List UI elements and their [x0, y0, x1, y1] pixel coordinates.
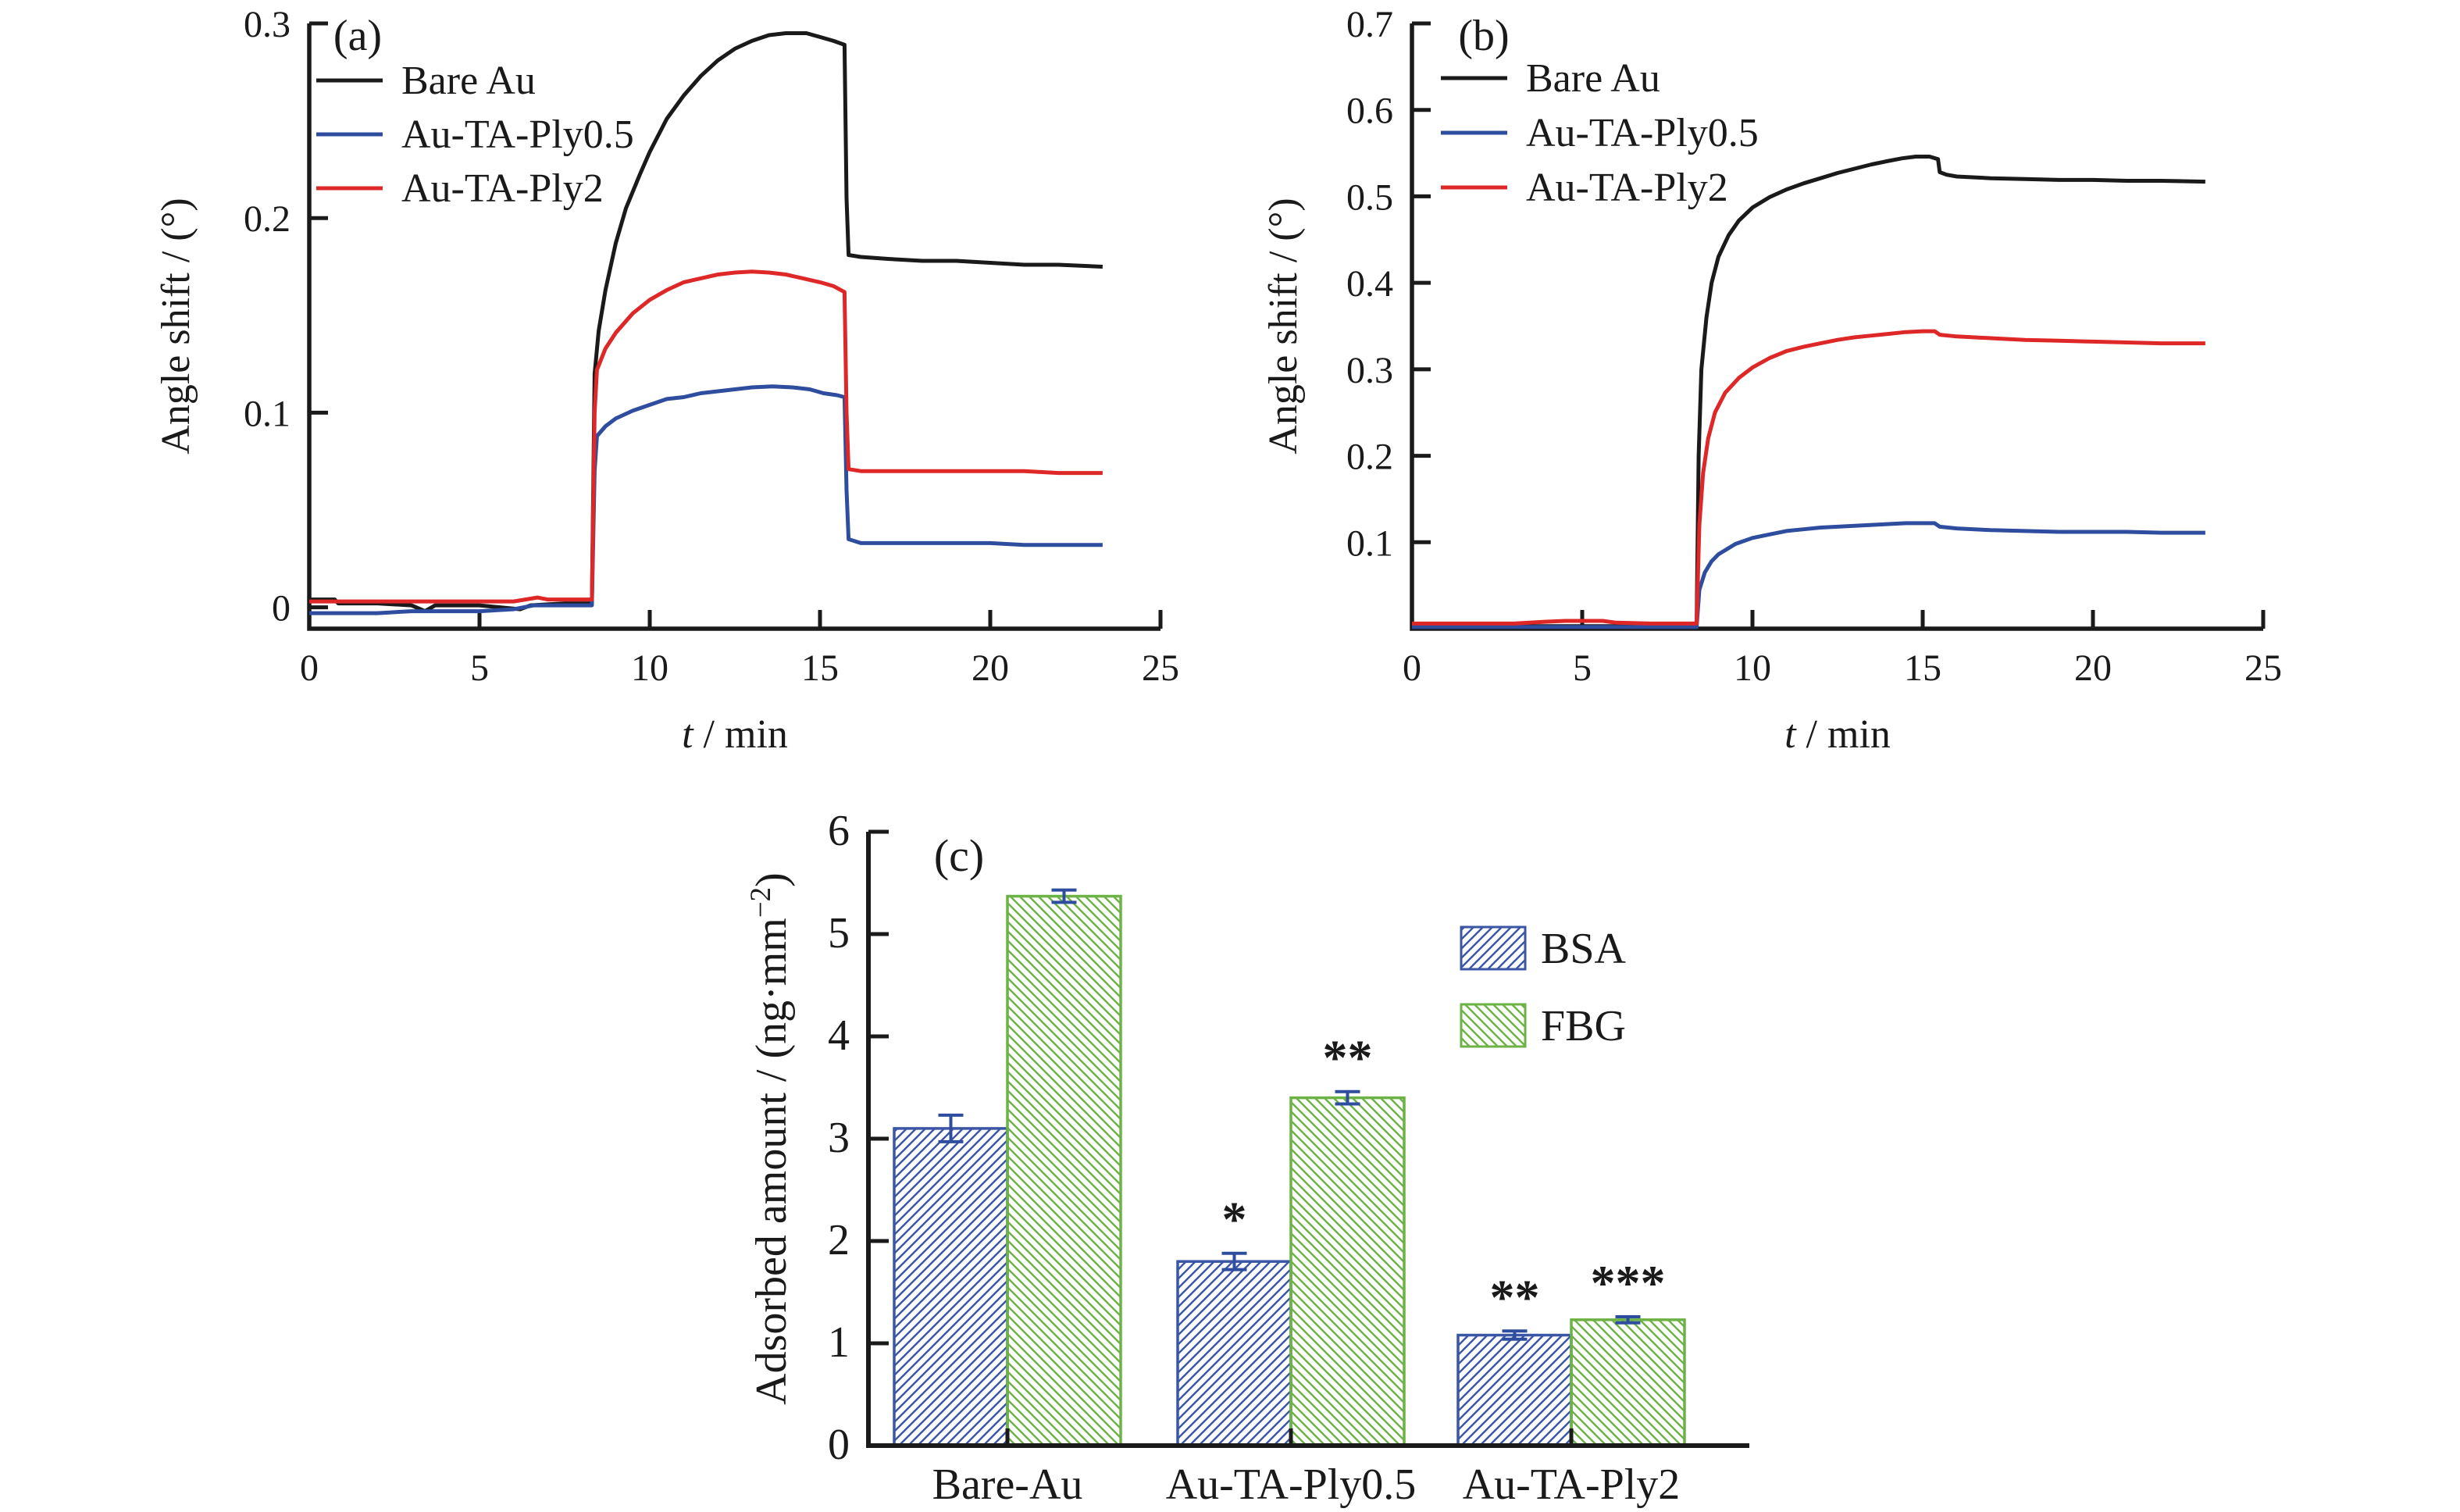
series-line-au-ta-ply2: [1412, 329, 2205, 626]
y-tick-label: 0: [828, 1421, 850, 1469]
legend-swatch-bsa: [1460, 925, 1527, 971]
y-tick-label: 0.1: [1346, 522, 1393, 564]
error-bar-bsa-au-ta-ply0-5: [1221, 1251, 1247, 1271]
y-tick-label: 0.1: [244, 393, 291, 434]
y-tick-label: 0.3: [1346, 350, 1393, 391]
category-label-bare-au: Bare-Au: [932, 1460, 1083, 1509]
series-line-au-ta-ply0-5: [309, 384, 1103, 615]
x-tick-label: 15: [801, 647, 839, 689]
error-bar-fbg-bare-au: [1051, 888, 1077, 904]
y-tick-label: 0.6: [1346, 91, 1393, 132]
legend-label-bare-au: Bare Au: [1526, 56, 1660, 101]
x-axis-label: t / min: [1784, 712, 1891, 757]
x-tick-label: 25: [2244, 647, 2282, 689]
panel-b-line-chart: 0.1 0.2 0.3 0.4 0.5 0.6 0.7 0 5 10 15 20 25 Angle shi…: [1261, 4, 2282, 757]
bar-bsa-bare-au: [893, 1127, 1009, 1447]
y-axis-label: Angle shift / (°): [1261, 198, 1306, 454]
y-tick-label: 5: [828, 909, 850, 957]
x-axis-label: t / min: [682, 712, 788, 757]
x-tick-label: 10: [1734, 647, 1771, 689]
legend-label-au-ta-ply0-5: Au-TA-Ply0.5: [1526, 111, 1759, 155]
y-tick-label: 6: [828, 807, 850, 855]
legend: Bare Au Au-TA-Ply0.5 Au-TA-Ply2: [316, 59, 634, 211]
error-bar-bsa-au-ta-ply2: [1502, 1329, 1528, 1341]
series-line-au-ta-ply2: [309, 269, 1103, 604]
x-tick-label: 25: [1142, 647, 1179, 689]
legend-label-au-ta-ply2: Au-TA-Ply2: [401, 166, 604, 211]
legend-label-fbg: FBG: [1541, 1002, 1626, 1050]
bar-bsa-au-ta-ply0-5: [1176, 1260, 1292, 1447]
legend: Bare Au Au-TA-Ply0.5 Au-TA-Ply2: [1441, 56, 1759, 210]
legend-label-au-ta-ply0-5: Au-TA-Ply0.5: [401, 112, 634, 157]
y-axis-label: Adsorbed amount / (ng·mm−2): [744, 872, 796, 1405]
series-line-bare-au: [309, 31, 1103, 614]
panel-title: (c): [934, 830, 984, 881]
significance-bsa-au-ta-ply2: **: [1490, 1269, 1540, 1325]
y-tick-label: 1: [828, 1318, 850, 1367]
y-tick-label: 3: [828, 1114, 850, 1162]
panel-title: (b): [1458, 12, 1509, 60]
legend: BSA FBG: [1460, 925, 1626, 1050]
x-tick-label: 10: [631, 647, 668, 689]
panel-a-line-chart: 0 0.1 0.2 0.3 0 5 10 15 20 25 Angle shift / (°) t /…: [154, 4, 1179, 757]
y-tick-label: 0.2: [244, 198, 291, 240]
y-tick-label: 0: [272, 588, 291, 629]
legend-label-au-ta-ply2: Au-TA-Ply2: [1526, 166, 1728, 210]
bar-fbg-bare-au: [1006, 894, 1122, 1447]
legend-label-bsa: BSA: [1541, 925, 1626, 973]
legend-swatch-fbg: [1460, 1003, 1527, 1048]
error-bar-bsa-bare-au: [938, 1113, 964, 1143]
x-tick-label: 5: [470, 647, 489, 689]
x-tick-label: 0: [300, 647, 319, 689]
x-tick-label: 20: [2074, 647, 2112, 689]
x-tick-label: 15: [1904, 647, 1941, 689]
series-line-au-ta-ply0-5: [1412, 521, 2205, 629]
y-tick-label: 0.4: [1346, 263, 1393, 305]
error-bar-fbg-au-ta-ply2: [1615, 1314, 1641, 1325]
significance-fbg-au-ta-ply2: ***: [1591, 1255, 1666, 1311]
y-tick-label: 0.2: [1346, 437, 1393, 478]
y-axis-label: Angle shift / (°): [154, 198, 198, 454]
panel-title: (a): [333, 12, 382, 60]
x-tick-label: 5: [1573, 647, 1592, 689]
y-tick-label: 0.3: [244, 4, 291, 45]
bar-fbg-au-ta-ply2: [1570, 1318, 1686, 1447]
legend-label-bare-au: Bare Au: [401, 59, 536, 103]
bar-bsa-au-ta-ply2: [1456, 1333, 1573, 1447]
bar-fbg-au-ta-ply0-5: [1289, 1096, 1406, 1447]
x-tick-label: 20: [972, 647, 1009, 689]
significance-fbg-au-ta-ply0-5: **: [1323, 1030, 1373, 1086]
x-tick-label: 0: [1403, 647, 1421, 689]
y-tick-label: 2: [828, 1216, 850, 1264]
y-tick-label: 4: [828, 1011, 850, 1060]
y-tick-label: 0.7: [1346, 4, 1393, 45]
significance-bsa-au-ta-ply0-5: *: [1222, 1192, 1247, 1247]
category-label-au-ta-ply2: Au-TA-Ply2: [1463, 1460, 1681, 1509]
category-label-au-ta-ply0-5: Au-TA-Ply0.5: [1166, 1460, 1417, 1509]
y-tick-label: 0.5: [1346, 177, 1393, 218]
series-line-bare-au: [1412, 155, 2205, 629]
error-bar-fbg-au-ta-ply0-5: [1335, 1089, 1360, 1106]
